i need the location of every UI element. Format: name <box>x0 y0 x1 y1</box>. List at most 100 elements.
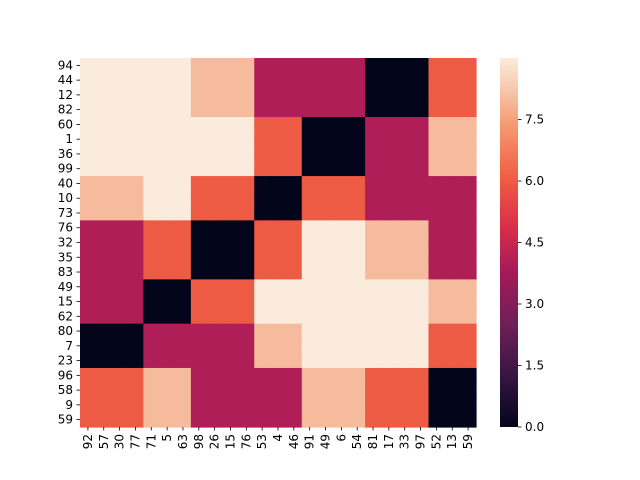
heatmap-cell <box>238 279 255 295</box>
heatmap-cell <box>143 294 160 310</box>
heatmap-cell <box>380 102 398 118</box>
heatmap-cell <box>396 102 414 118</box>
heatmap-cell <box>412 353 430 369</box>
heatmap-cell <box>254 220 271 236</box>
heatmap-cell <box>285 323 303 340</box>
heatmap-cell <box>317 220 335 236</box>
heatmap-cell <box>380 146 398 162</box>
heatmap-cell <box>412 58 430 74</box>
heatmap-cell <box>238 235 255 251</box>
heatmap-cell <box>301 367 319 384</box>
heatmap-cell <box>254 294 271 310</box>
heatmap-cell <box>254 235 271 251</box>
heatmap-cell <box>95 58 113 74</box>
heatmap-cell <box>238 367 255 384</box>
y-tick-label: 99 <box>58 162 73 176</box>
heatmap-cell <box>95 205 113 221</box>
heatmap-cell <box>396 58 414 74</box>
heatmap-cell <box>159 220 176 236</box>
heatmap-cell <box>127 294 144 310</box>
heatmap-cell <box>412 279 430 295</box>
heatmap-cell <box>80 146 97 162</box>
heatmap-cell <box>254 58 271 74</box>
heatmap-cell <box>111 87 129 103</box>
heatmap-cell <box>254 412 271 428</box>
heatmap-cell <box>460 117 477 133</box>
heatmap-cell <box>396 176 414 192</box>
heatmap-cell <box>460 87 477 103</box>
heatmap-cell <box>238 412 255 428</box>
heatmap-cell <box>333 102 350 118</box>
heatmap-cell <box>285 87 303 103</box>
heatmap-cell <box>238 205 255 221</box>
heatmap-cell <box>285 176 303 192</box>
heatmap-cell <box>111 161 129 177</box>
heatmap-cell <box>159 190 176 207</box>
heatmap-cell <box>111 235 129 251</box>
heatmap-cell <box>143 338 160 354</box>
heatmap-cell <box>206 190 224 207</box>
heatmap-cell <box>285 72 303 89</box>
heatmap-cell <box>365 308 382 325</box>
heatmap-cell <box>365 176 382 192</box>
heatmap-cell <box>95 131 113 148</box>
heatmap-cell <box>444 87 461 103</box>
heatmap-cell <box>428 176 445 192</box>
heatmap-cell <box>428 264 445 280</box>
heatmap-cell <box>159 279 176 295</box>
x-tick-label: 71 <box>144 434 158 449</box>
heatmap-cell <box>159 131 176 148</box>
heatmap-cell <box>349 235 366 251</box>
y-tick-label: 9 <box>65 398 73 412</box>
heatmap-cell <box>270 264 287 280</box>
heatmap-cell <box>175 205 192 221</box>
heatmap-cell <box>444 382 461 399</box>
heatmap-cell <box>80 294 97 310</box>
heatmap-cell <box>95 412 113 428</box>
heatmap-cell <box>159 146 176 162</box>
heatmap-cell <box>460 58 477 74</box>
heatmap-cell <box>333 58 350 74</box>
heatmap-cell <box>444 220 461 236</box>
heatmap-cell <box>111 323 129 340</box>
heatmap-cell <box>285 117 303 133</box>
heatmap-cell <box>460 412 477 428</box>
heatmap-cell <box>333 323 350 340</box>
heatmap-cell <box>190 264 208 280</box>
heatmap-cell <box>285 264 303 280</box>
heatmap-cell <box>175 87 192 103</box>
heatmap-cell <box>349 205 366 221</box>
heatmap-cell <box>317 58 335 74</box>
heatmap-cell <box>270 338 287 354</box>
heatmap-cell <box>175 131 192 148</box>
heatmap-cell <box>428 279 445 295</box>
heatmap-cell <box>349 176 366 192</box>
heatmap-cell <box>95 323 113 340</box>
heatmap-cell <box>412 323 430 340</box>
heatmap-cell <box>222 382 239 399</box>
heatmap-cell <box>396 367 414 384</box>
heatmap-cell <box>159 382 176 399</box>
heatmap-cell <box>285 220 303 236</box>
heatmap-cell <box>80 264 97 280</box>
heatmap-cell <box>333 205 350 221</box>
heatmap-cell <box>380 117 398 133</box>
heatmap-cell <box>428 205 445 221</box>
heatmap-cell <box>428 146 445 162</box>
heatmap-cell <box>428 190 445 207</box>
heatmap-cell <box>111 397 129 413</box>
x-tick-label: 92 <box>81 434 95 449</box>
y-tick-label: 10 <box>58 191 73 205</box>
heatmap-cell <box>270 249 287 266</box>
heatmap-cell <box>380 58 398 74</box>
heatmap-cell <box>412 146 430 162</box>
x-tick-label: 54 <box>350 434 364 449</box>
heatmap-cell <box>80 397 97 413</box>
heatmap-cell <box>206 249 224 266</box>
heatmap-cell <box>380 308 398 325</box>
heatmap-cell <box>285 308 303 325</box>
heatmap-cell <box>254 338 271 354</box>
heatmap-cell <box>127 87 144 103</box>
heatmap-cell <box>444 323 461 340</box>
heatmap-cell <box>111 367 129 384</box>
